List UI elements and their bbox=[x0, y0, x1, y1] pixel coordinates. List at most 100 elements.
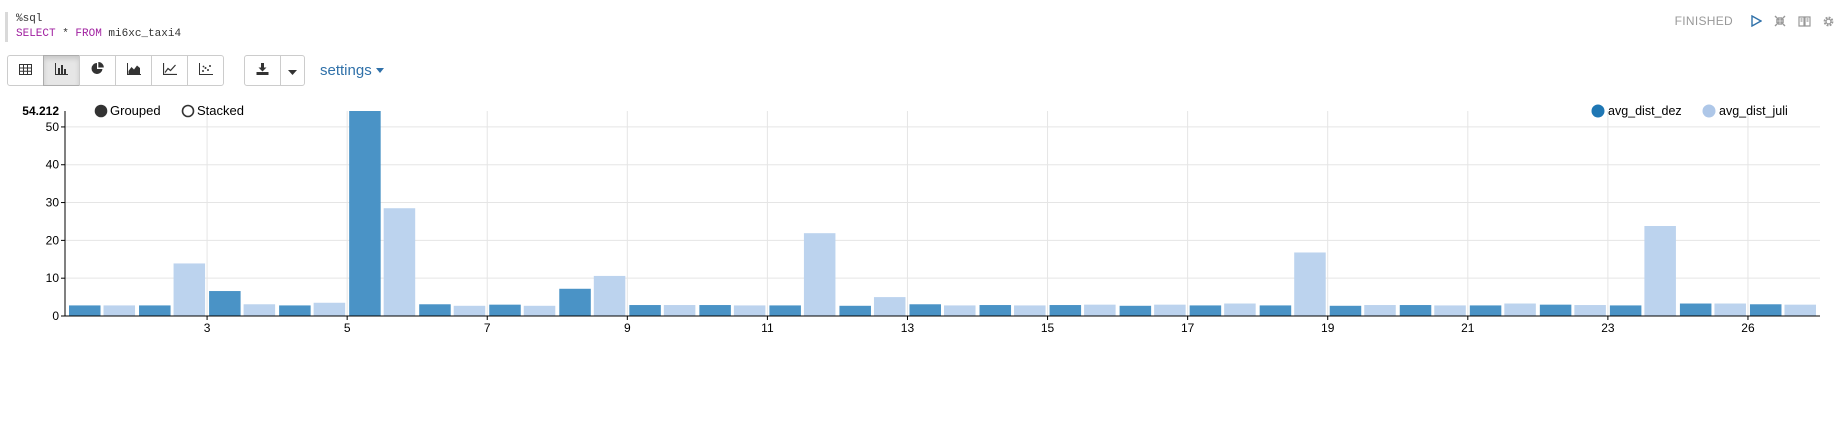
bar-avg_dist_dez[interactable] bbox=[629, 305, 661, 316]
y-max-label: 54.212 bbox=[22, 104, 59, 118]
legend-label: avg_dist_juli bbox=[1719, 104, 1788, 118]
settings-toggle[interactable]: settings bbox=[320, 62, 384, 79]
code-editor[interactable]: %sql SELECT * FROM mi6xc_taxi4 bbox=[5, 12, 181, 42]
book-icon[interactable] bbox=[1796, 13, 1812, 29]
bar-avg_dist_dez[interactable] bbox=[279, 305, 311, 316]
y-tick-label: 40 bbox=[46, 158, 60, 172]
mode-radio-icon bbox=[94, 104, 108, 118]
pie-chart-icon bbox=[91, 61, 104, 80]
bar-avg_dist_juli[interactable] bbox=[1014, 305, 1046, 316]
bar-avg_dist_juli[interactable] bbox=[663, 305, 696, 316]
area-chart-button[interactable] bbox=[115, 55, 152, 86]
bar-avg_dist_juli[interactable] bbox=[1224, 303, 1256, 316]
scatter-chart-button[interactable] bbox=[187, 55, 224, 86]
sql-keyword-from: FROM bbox=[75, 28, 102, 40]
area-chart-icon bbox=[126, 62, 141, 80]
bar-avg_dist_juli[interactable] bbox=[1434, 305, 1466, 316]
bar-avg_dist_juli[interactable] bbox=[1574, 305, 1606, 316]
bar-avg_dist_dez[interactable] bbox=[1189, 305, 1222, 316]
y-tick-label: 20 bbox=[46, 233, 60, 247]
mode-option-stacked[interactable]: Stacked bbox=[181, 103, 244, 118]
bar-avg_dist_dez[interactable] bbox=[139, 305, 171, 316]
bar-avg_dist_juli[interactable] bbox=[1644, 226, 1676, 316]
bar-avg_dist_juli[interactable] bbox=[593, 275, 626, 316]
bar-avg_dist_dez[interactable] bbox=[69, 305, 101, 316]
sql-table-name: mi6xc_taxi4 bbox=[101, 28, 182, 40]
bar-chart-icon bbox=[55, 62, 68, 80]
mode-option-label: Grouped bbox=[110, 103, 161, 118]
y-tick-label: 50 bbox=[46, 120, 60, 134]
bar-avg_dist_juli[interactable] bbox=[173, 263, 206, 316]
bar-avg_dist_juli[interactable] bbox=[1294, 252, 1326, 316]
mode-option-grouped[interactable]: Grouped bbox=[94, 103, 161, 118]
download-group bbox=[244, 55, 305, 86]
bar-avg_dist_juli[interactable] bbox=[453, 305, 486, 316]
line-chart-button[interactable] bbox=[151, 55, 188, 86]
bar-avg_dist_juli[interactable] bbox=[873, 297, 906, 316]
x-tick-label: 3 bbox=[204, 321, 211, 335]
visualization-toolbar: settings bbox=[7, 55, 384, 86]
y-tick-label: 0 bbox=[52, 309, 59, 323]
bar-avg_dist_dez[interactable] bbox=[349, 111, 381, 316]
run-icon[interactable] bbox=[1748, 13, 1764, 29]
bar-avg_dist_dez[interactable] bbox=[1049, 305, 1082, 316]
table-view-button[interactable] bbox=[7, 55, 44, 86]
bar-avg_dist_juli[interactable] bbox=[243, 304, 276, 316]
bar-avg_dist_juli[interactable] bbox=[1504, 303, 1536, 316]
legend-label: avg_dist_dez bbox=[1608, 104, 1682, 118]
legend-item-avg_dist_dez[interactable]: avg_dist_dez bbox=[1591, 104, 1682, 118]
bar-avg_dist_dez[interactable] bbox=[1609, 305, 1642, 316]
x-tick-label: 13 bbox=[901, 321, 915, 335]
bar-avg_dist_juli[interactable] bbox=[1154, 304, 1186, 316]
query-line: SELECT * FROM mi6xc_taxi4 bbox=[16, 27, 181, 42]
bar-avg_dist_dez[interactable] bbox=[1119, 305, 1152, 316]
collapse-icon[interactable] bbox=[1772, 13, 1788, 29]
bar-chart-button[interactable] bbox=[43, 55, 80, 86]
bar-avg_dist_dez[interactable] bbox=[559, 288, 591, 316]
x-tick-label: 7 bbox=[484, 321, 491, 335]
x-tick-label: 11 bbox=[761, 321, 774, 335]
bar-avg_dist_juli[interactable] bbox=[803, 233, 836, 316]
bar-avg_dist_dez[interactable] bbox=[909, 304, 941, 316]
paragraph-status: FINISHED bbox=[1674, 14, 1733, 28]
bar-avg_dist_dez[interactable] bbox=[1679, 303, 1712, 316]
bar-avg_dist_juli[interactable] bbox=[103, 305, 136, 316]
bar-avg_dist_dez[interactable] bbox=[769, 305, 801, 316]
bar-avg_dist_dez[interactable] bbox=[489, 304, 521, 316]
bar-avg_dist_dez[interactable] bbox=[209, 291, 241, 316]
bar-avg_dist_dez[interactable] bbox=[839, 305, 871, 316]
bar-avg_dist_dez[interactable] bbox=[1329, 305, 1362, 316]
bar-avg_dist_dez[interactable] bbox=[979, 305, 1012, 316]
y-tick-label: 10 bbox=[46, 271, 60, 285]
gear-icon[interactable] bbox=[1820, 13, 1836, 29]
download-button[interactable] bbox=[244, 55, 281, 86]
bar-avg_dist_dez[interactable] bbox=[419, 304, 451, 316]
table-icon bbox=[19, 62, 32, 80]
bar-avg_dist_dez[interactable] bbox=[1469, 305, 1502, 316]
bar-avg_dist_juli[interactable] bbox=[523, 305, 556, 316]
bar-avg_dist_juli[interactable] bbox=[1084, 304, 1116, 316]
bar-avg_dist_juli[interactable] bbox=[1714, 303, 1746, 316]
bar-avg_dist_dez[interactable] bbox=[1399, 305, 1432, 316]
settings-caret-icon bbox=[375, 68, 384, 73]
sql-fragment: * bbox=[55, 28, 76, 40]
bar-avg_dist_dez[interactable] bbox=[1259, 305, 1292, 316]
bar-avg_dist_dez[interactable] bbox=[1539, 304, 1572, 316]
bar-avg_dist_juli[interactable] bbox=[313, 302, 346, 316]
bar-avg_dist_juli[interactable] bbox=[733, 305, 766, 316]
download-dropdown-button[interactable] bbox=[280, 55, 305, 86]
paragraph-controls bbox=[1748, 13, 1836, 29]
bar-avg_dist_juli[interactable] bbox=[1784, 304, 1816, 316]
bar-avg_dist_juli[interactable] bbox=[383, 208, 416, 316]
x-tick-label: 23 bbox=[1601, 321, 1615, 335]
bar-avg_dist_juli[interactable] bbox=[1364, 305, 1396, 316]
bar-avg_dist_dez[interactable] bbox=[1749, 304, 1782, 316]
mode-option-label: Stacked bbox=[197, 103, 244, 118]
legend-item-avg_dist_juli[interactable]: avg_dist_juli bbox=[1702, 104, 1788, 118]
legend-swatch-icon bbox=[1702, 104, 1716, 118]
download-icon bbox=[256, 62, 269, 80]
bar-avg_dist_dez[interactable] bbox=[699, 305, 731, 316]
chart-type-group bbox=[7, 55, 224, 86]
pie-chart-button[interactable] bbox=[79, 55, 116, 86]
bar-avg_dist_juli[interactable] bbox=[944, 305, 976, 316]
